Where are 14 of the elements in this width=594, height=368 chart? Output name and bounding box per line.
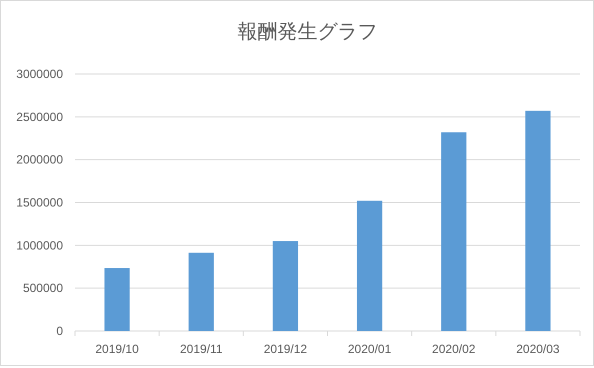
x-tick-label: 2019/11 (180, 342, 223, 356)
y-tick-label: 1500000 (16, 196, 64, 210)
x-tick-label: 2019/12 (264, 342, 308, 356)
y-tick-label: 1000000 (16, 238, 64, 252)
y-tick-label: 500000 (22, 281, 64, 296)
y-tick-label: 3000000 (16, 67, 64, 81)
y-tick-label: 2500000 (16, 110, 64, 124)
x-tick-label: 2020/01 (348, 342, 392, 356)
y-tick-label: 2000000 (16, 152, 64, 167)
chart-title: 報酬発生グラフ (238, 21, 378, 43)
x-tick-label: 2020/03 (516, 342, 560, 356)
x-tick-label: 2019/10 (95, 342, 140, 356)
y-tick-label: 0 (56, 324, 64, 338)
x-tick-label: 2020/02 (432, 342, 476, 356)
